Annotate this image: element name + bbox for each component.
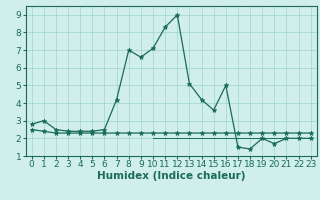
X-axis label: Humidex (Indice chaleur): Humidex (Indice chaleur): [97, 171, 245, 181]
